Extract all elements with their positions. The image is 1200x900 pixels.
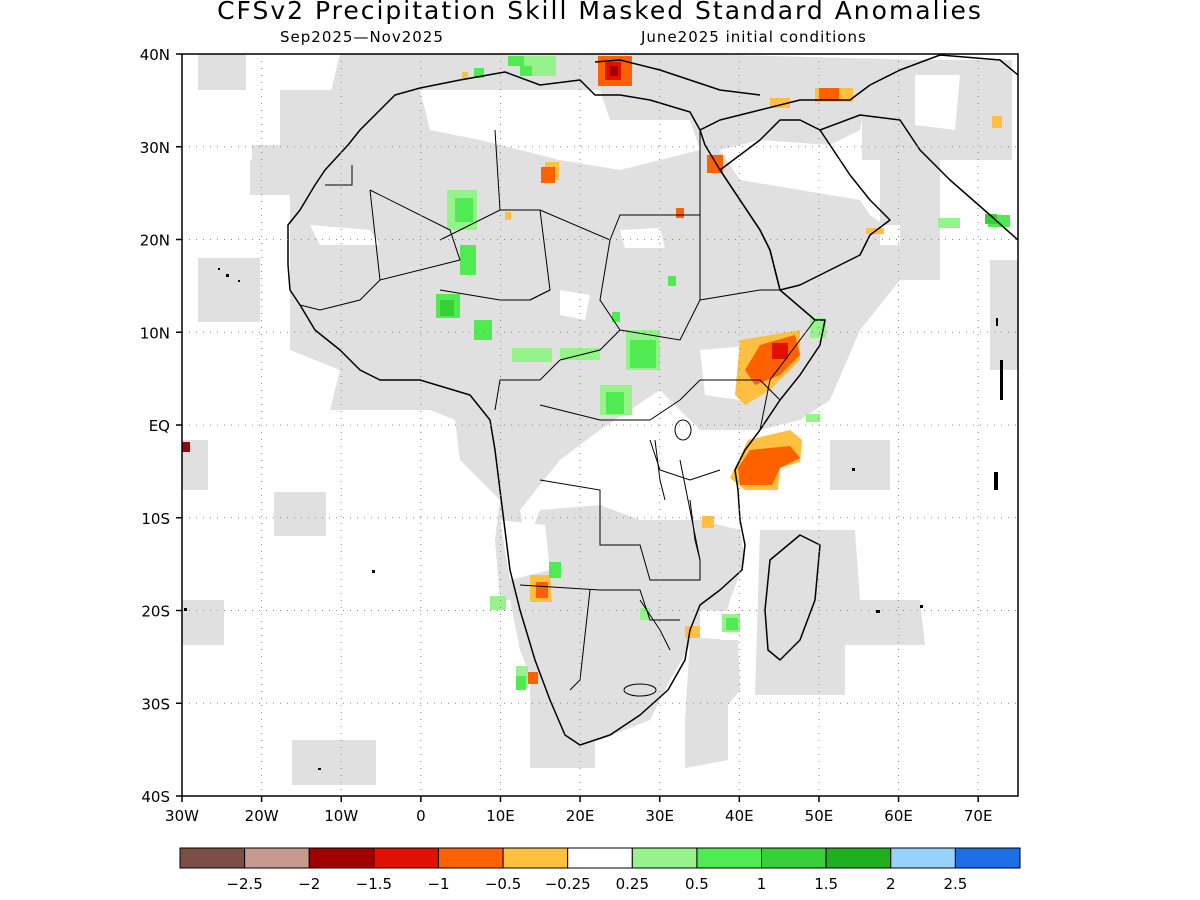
colorbar-label: 0.25 [616, 875, 649, 893]
colorbar-label: −2.5 [226, 875, 262, 893]
colorbar-swatch [825, 847, 892, 869]
colorbar-label: 2 [886, 875, 896, 893]
x-tick-label: 50E [805, 807, 834, 825]
colorbar-swatch [373, 847, 439, 869]
islands [184, 268, 1003, 770]
colorbar-swatch [890, 847, 956, 869]
colorbar-swatch [761, 847, 827, 869]
x-tick-label: 40E [725, 807, 754, 825]
gridlines [182, 54, 1018, 796]
y-tick-label: 10S [141, 510, 170, 528]
colorbar-label: −0.25 [545, 875, 591, 893]
colorbar-swatch [179, 847, 246, 869]
colorbar-label: −1.5 [356, 875, 392, 893]
map-plot-area [182, 54, 1018, 796]
x-tick-label: 60E [884, 807, 913, 825]
y-tick-label: 10N [140, 324, 170, 342]
colorbar-label: 2.5 [943, 875, 967, 893]
colorbar-swatch [502, 847, 569, 869]
colorbar-label: 1.5 [814, 875, 838, 893]
colorbar-swatch [308, 847, 375, 869]
y-tick-label: 40N [140, 46, 170, 64]
y-tick-label: 20N [140, 232, 170, 250]
colorbar-swatch [244, 847, 310, 869]
x-tick-label: 20W [245, 807, 279, 825]
colorbar-swatch [631, 847, 698, 869]
colorbar-label: 1 [757, 875, 767, 893]
colorbar-swatch [954, 847, 1021, 869]
season-subtitle: Sep2025—Nov2025 [280, 28, 444, 46]
colorbar-swatch [567, 847, 633, 869]
x-tick-label: 30W [165, 807, 199, 825]
x-tick-label: 10W [324, 807, 358, 825]
y-tick-label: 30N [140, 139, 170, 157]
colorbar-swatch [437, 847, 504, 869]
colorbar-label: 0.5 [685, 875, 709, 893]
axis-ticks: 30W 20W 10W 0 10E 20E 30E 40E 50E 60E 70E 40N 30N 20N… [140, 46, 993, 825]
y-tick-label: 30S [141, 695, 170, 713]
colorbar-swatch [696, 847, 763, 869]
y-tick-label: 40S [141, 788, 170, 806]
x-tick-label: 20E [566, 807, 595, 825]
x-tick-label: 0 [416, 807, 426, 825]
lakes [623, 419, 701, 697]
y-tick-label: 20S [141, 603, 170, 621]
colorbar-label: −1 [427, 875, 449, 893]
initial-conditions-subtitle: June2025 initial conditions [641, 28, 867, 46]
x-tick-label: 30E [645, 807, 674, 825]
colorbar-label: −2 [298, 875, 320, 893]
colorbar: −2.5 −2 −1.5 −1 −0.5 −0.25 0.25 0.5 1 1.5 2 2.5 [179, 847, 1021, 893]
page-title: CFSv2 Precipitation Skill Masked Standar… [217, 0, 983, 25]
y-tick-label: EQ [149, 417, 170, 435]
colorbar-label: −0.5 [485, 875, 521, 893]
x-tick-label: 70E [964, 807, 993, 825]
x-tick-label: 10E [486, 807, 515, 825]
